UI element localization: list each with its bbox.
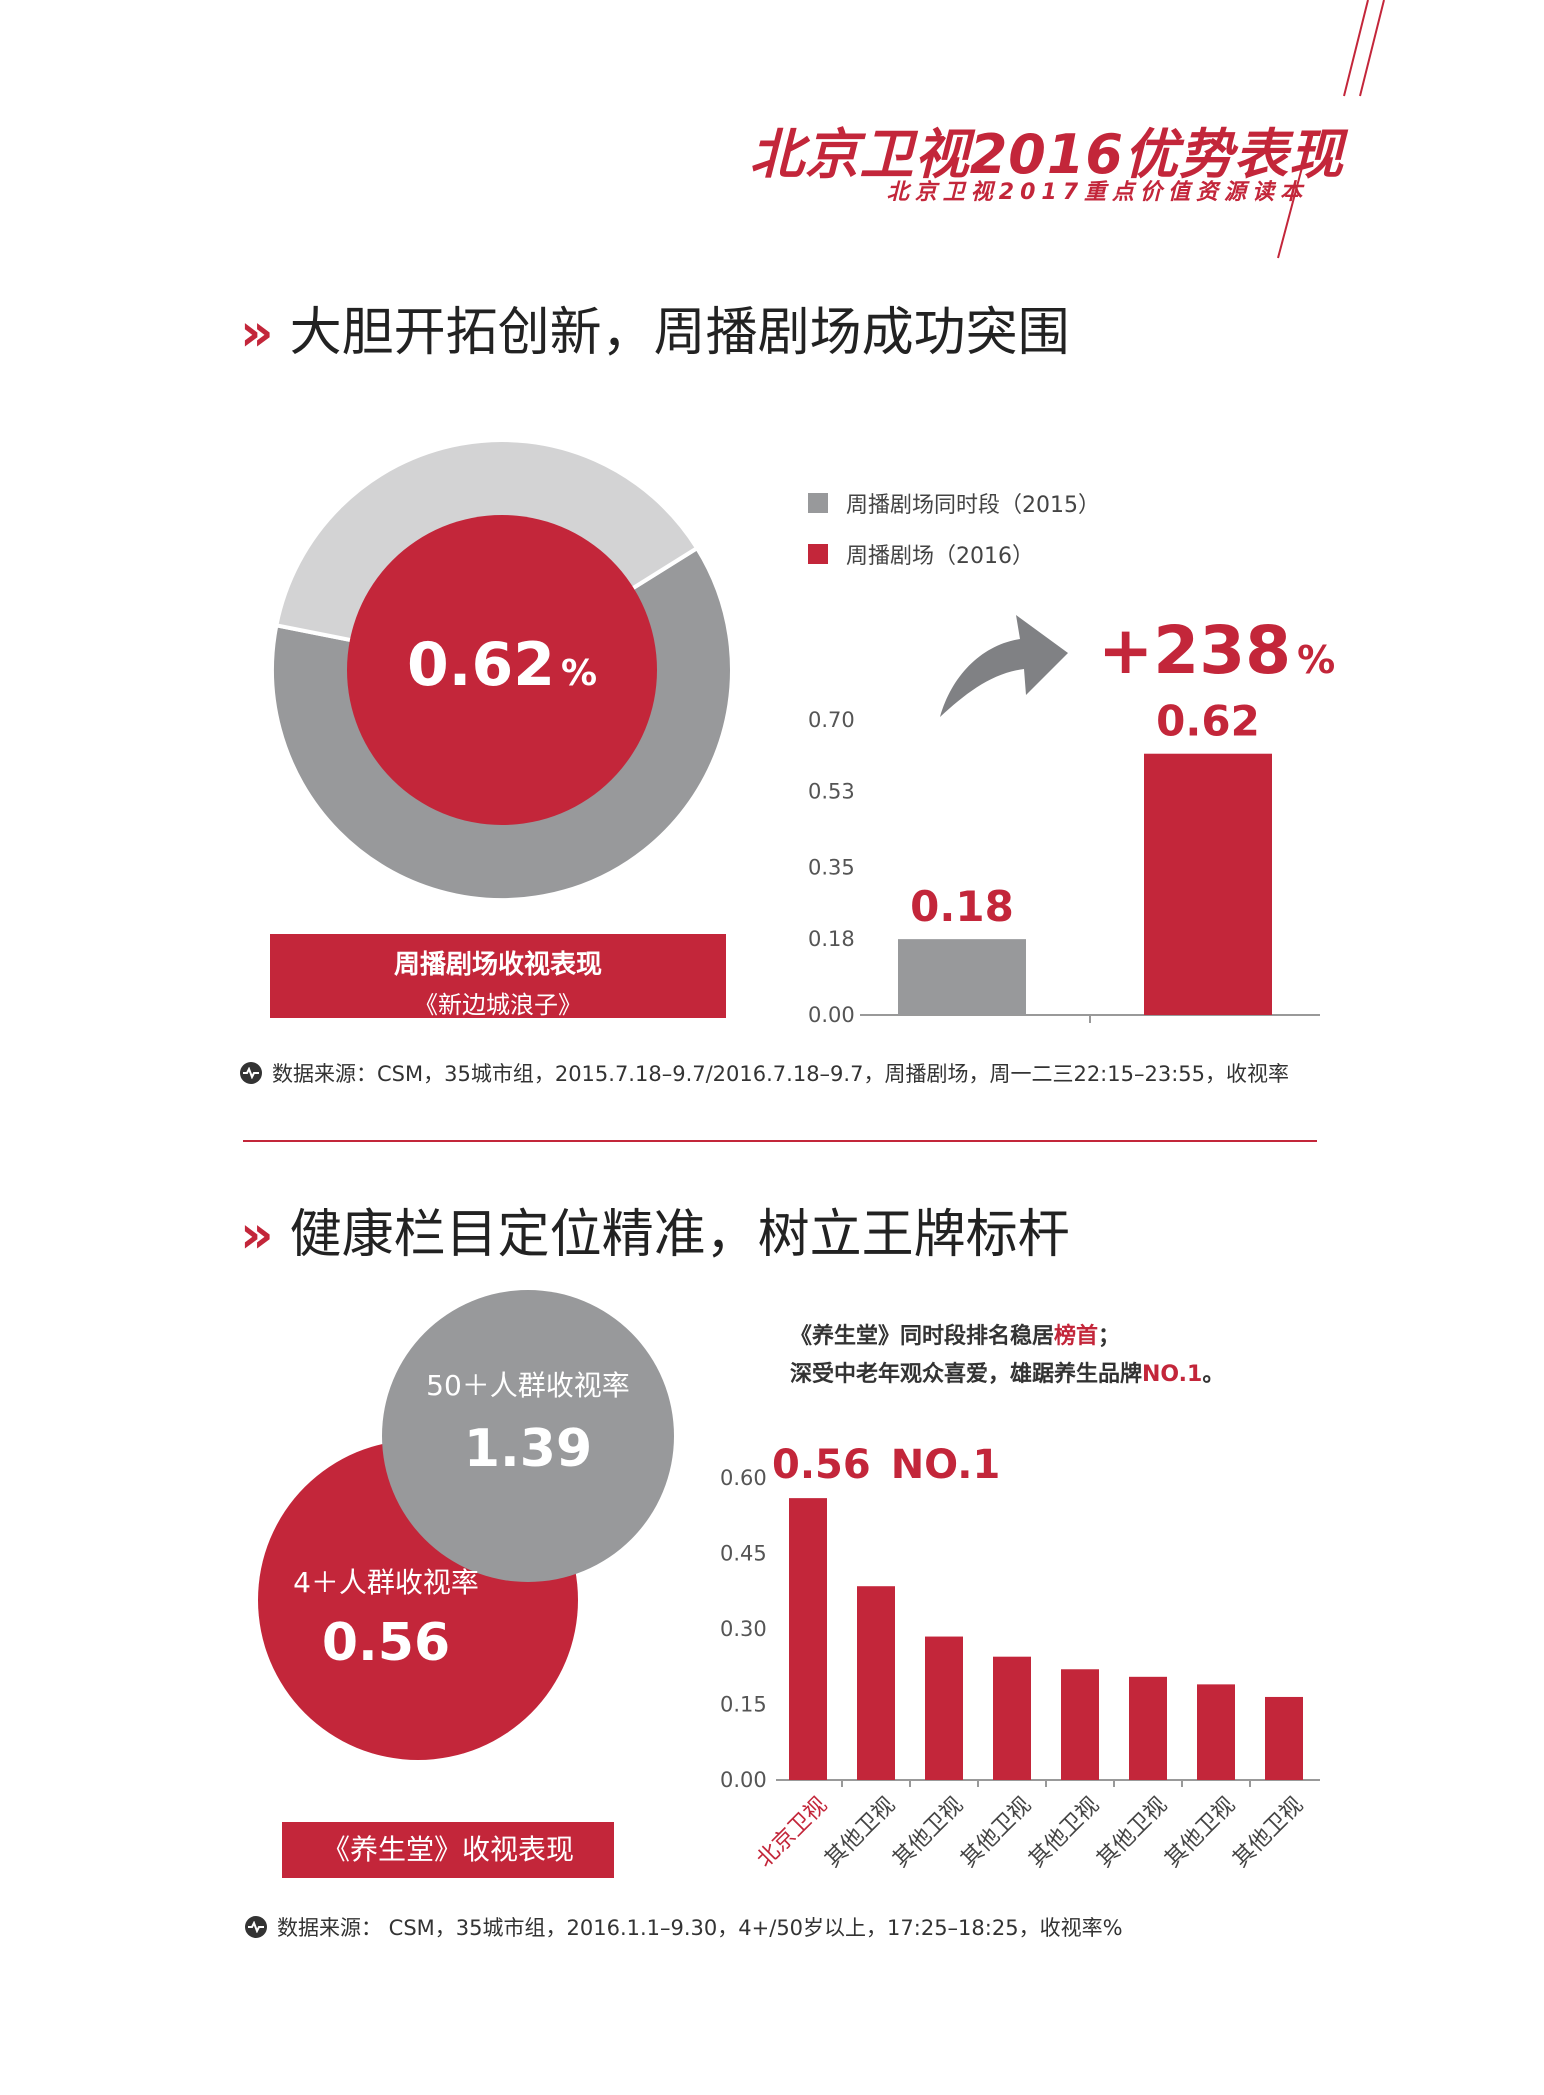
section2-heading-text: 健康栏目定位精准，树立王牌标杆	[289, 1205, 1070, 1265]
header-subtitle: 北京卫视2017重点价值资源读本	[886, 180, 1308, 205]
source-text-1: 数据来源：CSM，35城市组，2015.7.18–9.7/2016.7.18–9…	[272, 1062, 1289, 1086]
legend-label-2016: 周播剧场（2016）	[846, 544, 1034, 569]
bar2-bar-3	[993, 1656, 1031, 1780]
section2-heading: » 健康栏目定位精准，树立王牌标杆	[240, 1192, 1070, 1267]
bar2-category-label-1: 其他卫视	[820, 1793, 900, 1873]
gray-circle-value: 1.39	[464, 1419, 592, 1479]
top-bar-rank: NO.1	[890, 1442, 1001, 1488]
bar2-category-label-2: 其他卫视	[888, 1793, 968, 1873]
growth-unit: %	[1297, 638, 1336, 682]
bar2-ytick-1: 0.15	[720, 1693, 767, 1717]
bar2-bar-0	[789, 1498, 827, 1780]
bar1-ytick-3: 0.53	[808, 780, 855, 804]
bar1-data-label-0: 0.18	[910, 882, 1014, 931]
source-note-1: 数据来源：CSM，35城市组，2015.7.18–9.7/2016.7.18–9…	[240, 1058, 1289, 1088]
note-line-1-highlight: 榜首	[1054, 1324, 1099, 1349]
bar2-ytick-0: 0.00	[720, 1768, 767, 1792]
top-bar-label: 0.56 NO.1	[772, 1442, 1000, 1488]
bar2-category-label-5: 其他卫视	[1092, 1793, 1172, 1873]
header-decor-lines	[1277, 0, 1385, 259]
bar2-bar-1	[857, 1586, 895, 1780]
bar-chart-2: 0.000.150.300.450.60北京卫视其他卫视其他卫视其他卫视其他卫视…	[720, 1466, 1320, 1873]
ratings-circles: 50＋人群收视率 1.39 4＋人群收视率 0.56	[258, 1290, 674, 1760]
pulse-icon	[245, 1916, 267, 1938]
donut-label-box: 周播剧场收视表现 《新边城浪子》	[270, 934, 726, 1019]
donut-label-line1: 周播剧场收视表现	[393, 950, 602, 980]
donut-label-line2: 《新边城浪子》	[414, 991, 582, 1019]
header-title: 北京卫视2016优势表现	[749, 123, 1344, 186]
bar1-ytick-1: 0.18	[808, 927, 855, 951]
note-line-2-end: 。	[1202, 1362, 1225, 1387]
bar1-ytick-4: 0.70	[808, 708, 855, 732]
yangshengtang-label-box: 《养生堂》收视表现	[282, 1822, 614, 1878]
top-bar-value: 0.56	[772, 1442, 871, 1488]
legend-item-2016: 周播剧场（2016）	[808, 538, 1034, 570]
note-line-1-text: 《养生堂》同时段排名稳居	[790, 1324, 1055, 1349]
section1-heading: » 大胆开拓创新，周播剧场成功突围	[240, 290, 1070, 365]
note-line-1-end: ；	[1098, 1324, 1121, 1349]
bar1-bar-0	[898, 939, 1026, 1015]
bar2-ytick-4: 0.60	[720, 1466, 767, 1490]
bar2-category-label-0: 北京卫视	[752, 1793, 832, 1873]
bar-chart-1: 0.00 0.18 0.35 0.53 0.70 0.18 0.62	[808, 697, 1320, 1027]
donut-chart: 0.62%	[270, 438, 734, 902]
bar2-category-label-4: 其他卫视	[1024, 1793, 1104, 1873]
bar2-bar-7	[1265, 1696, 1303, 1780]
section-divider	[243, 1140, 1317, 1142]
bar1-bar-1	[1144, 753, 1272, 1015]
bar2-category-label-7: 其他卫视	[1228, 1793, 1308, 1873]
bar2-ytick-2: 0.30	[720, 1617, 767, 1641]
chevron-icon: »	[240, 1205, 274, 1265]
bar2-bar-5	[1129, 1676, 1167, 1780]
donut-center-circle	[347, 515, 657, 825]
note-line-1: 《养生堂》同时段排名稳居榜首；	[790, 1318, 1120, 1350]
source-text-2: 数据来源： CSM，35城市组，2016.1.1–9.30，4+/50岁以上，1…	[277, 1916, 1123, 1940]
legend-swatch-red	[808, 544, 828, 564]
section1-heading-text: 大胆开拓创新，周播剧场成功突围	[289, 303, 1070, 363]
legend-swatch-gray	[808, 493, 828, 513]
chevron-icon: »	[240, 303, 274, 363]
bar2-bar-6	[1197, 1684, 1235, 1780]
growth-value: +238%	[1098, 612, 1335, 689]
legend-item-2015: 周播剧场同时段（2015）	[808, 487, 1100, 519]
note-line-2: 深受中老年观众喜爱，雄踞养生品牌NO.1。	[790, 1356, 1224, 1388]
bar1-data-label-1: 0.62	[1156, 697, 1260, 746]
donut-center-value: 0.62	[407, 630, 555, 700]
growth-number: +238	[1098, 612, 1292, 689]
note-line-2-text: 深受中老年观众喜爱，雄踞养生品牌	[790, 1362, 1143, 1387]
pulse-icon	[240, 1062, 262, 1084]
bar2-bar-4	[1061, 1669, 1099, 1780]
svg-text:0.62%: 0.62%	[407, 630, 597, 700]
red-circle-value: 0.56	[322, 1613, 450, 1673]
source-note-2: 数据来源： CSM，35城市组，2016.1.1–9.30，4+/50岁以上，1…	[245, 1912, 1123, 1942]
growth-arrow-icon	[940, 615, 1068, 717]
legend-label-2015: 周播剧场同时段（2015）	[846, 493, 1100, 518]
donut-center-unit: %	[561, 653, 597, 694]
gray-circle-label: 50＋人群收视率	[426, 1369, 630, 1402]
bar1-ytick-0: 0.00	[808, 1003, 855, 1027]
bar1-ytick-2: 0.35	[808, 856, 855, 880]
bar2-ytick-3: 0.45	[720, 1542, 767, 1566]
bar2-category-label-6: 其他卫视	[1160, 1793, 1240, 1873]
bar2-category-label-3: 其他卫视	[956, 1793, 1036, 1873]
bar2-bar-2	[925, 1636, 963, 1780]
gray-circle	[382, 1290, 674, 1582]
red-circle-label: 4＋人群收视率	[293, 1566, 479, 1599]
note-line-2-highlight: NO.1	[1142, 1362, 1203, 1387]
